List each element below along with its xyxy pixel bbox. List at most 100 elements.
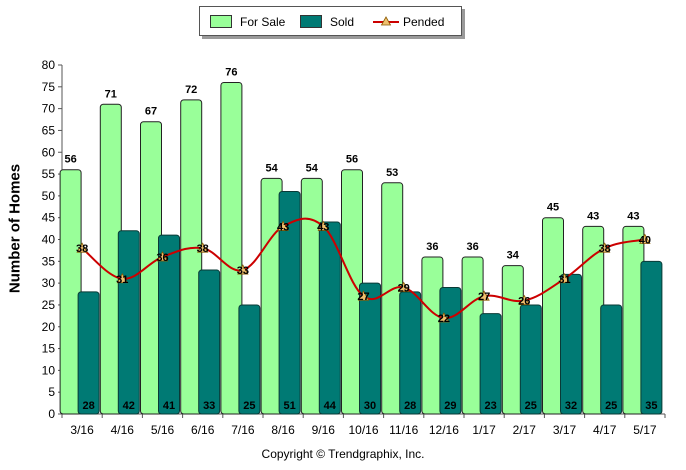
label-pended: 36 <box>156 252 168 264</box>
y-tick-label: 65 <box>42 123 56 137</box>
y-tick-label: 40 <box>42 233 56 247</box>
y-tick-label: 70 <box>42 102 56 116</box>
label-for-sale: 54 <box>265 162 278 174</box>
label-pended: 31 <box>558 274 570 286</box>
label-for-sale: 76 <box>225 66 237 78</box>
label-for-sale: 72 <box>185 84 197 96</box>
label-for-sale: 56 <box>346 154 358 166</box>
legend: For Sale Sold Pended <box>199 6 462 36</box>
x-tick-label: 11/16 <box>389 423 418 437</box>
x-tick-label: 5/17 <box>633 423 657 437</box>
bar-sold <box>439 286 462 415</box>
bars <box>59 81 663 415</box>
bar-sold <box>519 304 542 415</box>
y-tick-label: 10 <box>42 363 56 377</box>
label-pended: 22 <box>438 313 450 325</box>
pended-marker <box>116 272 128 284</box>
label-for-sale: 43 <box>627 210 639 222</box>
label-for-sale: 34 <box>507 250 520 262</box>
pended-marker <box>277 220 289 231</box>
pended-marker <box>558 272 571 284</box>
y-tick-label: 55 <box>42 167 56 181</box>
label-pended: 27 <box>478 291 490 303</box>
pended-marker <box>237 264 249 275</box>
label-sold: 25 <box>525 400 537 412</box>
legend-swatch-pended <box>373 16 399 26</box>
pended-line <box>76 217 651 323</box>
label-for-sale: 36 <box>426 241 438 253</box>
y-tick-label: 80 <box>42 58 56 72</box>
legend-label-pended: Pended <box>403 15 445 29</box>
y-tick-label: 60 <box>42 145 56 159</box>
bar-sold <box>77 291 100 415</box>
label-pended: 26 <box>518 296 530 308</box>
x-tick-label: 2/17 <box>513 423 537 437</box>
legend-swatch-for-sale <box>210 15 232 28</box>
label-sold: 51 <box>283 400 295 412</box>
label-sold: 35 <box>645 400 657 412</box>
bar-sold <box>359 282 381 415</box>
bar-for-sale <box>220 81 243 415</box>
label-for-sale: 67 <box>145 106 157 118</box>
pended-marker <box>398 281 410 292</box>
x-tick-label: 3/17 <box>553 423 577 437</box>
bar-sold <box>238 304 261 415</box>
label-sold: 25 <box>605 400 617 412</box>
label-pended: 38 <box>599 243 611 255</box>
label-for-sale: 54 <box>306 162 319 174</box>
pended-marker <box>357 290 370 301</box>
label-sold: 44 <box>324 400 337 412</box>
y-tick-label: 15 <box>42 342 56 356</box>
x-tick-label: 7/16 <box>231 423 255 437</box>
legend-swatch-sold <box>300 15 322 28</box>
x-tick-label: 6/16 <box>191 423 215 437</box>
pended-marker <box>76 242 88 253</box>
pended-marker <box>478 290 490 301</box>
y-tick-label: 5 <box>48 385 55 399</box>
label-pended: 40 <box>639 235 651 247</box>
label-sold: 28 <box>404 400 416 412</box>
label-pended: 29 <box>398 282 410 294</box>
label-pended: 38 <box>197 243 209 255</box>
label-sold: 33 <box>203 400 215 412</box>
y-axis-title: Number of Homes <box>6 163 24 294</box>
label-for-sale: 71 <box>105 88 117 100</box>
x-tick-label: 12/16 <box>429 423 459 437</box>
label-sold: 42 <box>123 400 135 412</box>
pended-marker <box>156 251 169 262</box>
y-tick-label: 25 <box>42 298 56 312</box>
label-sold: 29 <box>444 400 456 412</box>
label-pended: 43 <box>317 221 329 233</box>
bar-sold <box>318 221 341 415</box>
bar-sold <box>198 269 221 415</box>
pended-marker <box>197 242 209 253</box>
y-tick-label: 35 <box>42 254 56 268</box>
label-for-sale: 53 <box>386 167 398 179</box>
y-tick-label: 20 <box>42 320 56 334</box>
x-tick-label: 10/16 <box>348 423 378 437</box>
bar-sold <box>117 230 140 415</box>
bar-for-sale <box>180 99 203 415</box>
x-tick-label: 9/16 <box>312 423 336 437</box>
data-labels: 56 71 67 72 76 54 54 56 53 36 36 34 45 43 43 28 42 41 33 25… <box>64 66 657 412</box>
label-sold: 41 <box>163 400 175 412</box>
label-pended: 33 <box>237 265 249 277</box>
x-tick-label: 1/17 <box>472 423 496 437</box>
label-for-sale: 56 <box>64 154 76 166</box>
bar-sold <box>158 234 180 415</box>
x-tick-label: 3/16 <box>70 423 94 437</box>
label-for-sale: 45 <box>547 202 559 214</box>
bar-sold <box>278 191 301 415</box>
legend-label-sold: Sold <box>330 15 355 29</box>
axes: 0 5 10 15 20 25 30 35 40 45 50 55 60 65 70 75 80 3/16 4/16… <box>42 58 666 437</box>
pended-marker <box>599 242 611 253</box>
label-pended: 27 <box>357 291 369 303</box>
label-sold: 28 <box>82 400 94 412</box>
legend-label-for-sale: For Sale <box>240 15 286 29</box>
pended-marker <box>639 233 651 244</box>
bar-sold <box>560 273 582 415</box>
y-tick-label: 45 <box>42 211 56 225</box>
y-tick-label: 30 <box>42 276 56 290</box>
y-tick-label: 0 <box>48 407 55 421</box>
